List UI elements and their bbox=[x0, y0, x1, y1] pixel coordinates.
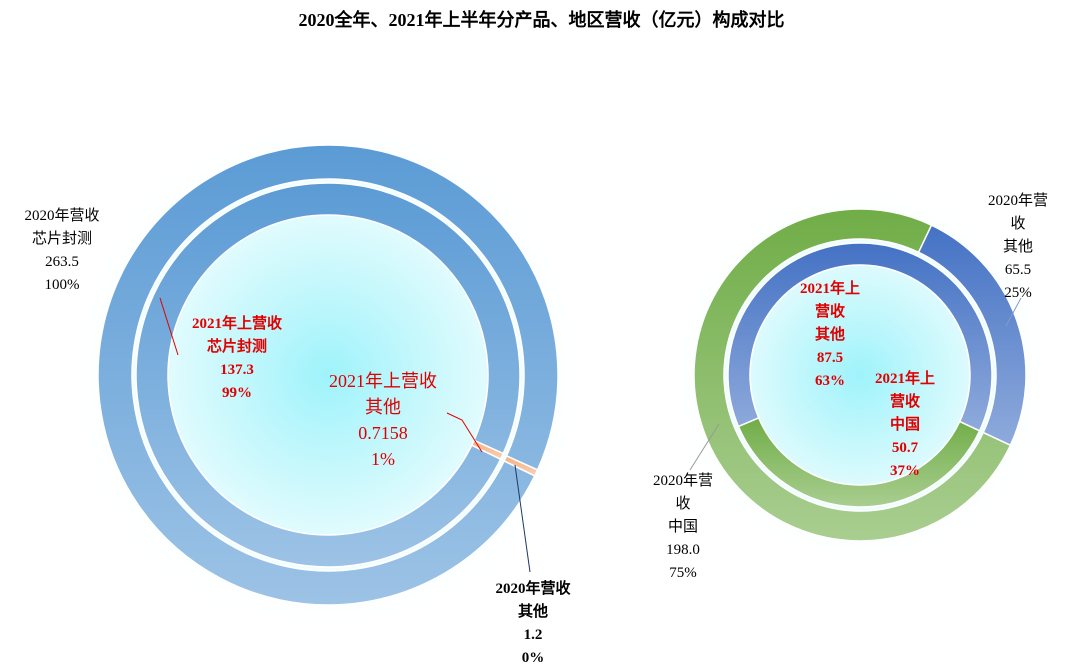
slice-shade bbox=[471, 440, 504, 460]
slice-shade bbox=[738, 417, 980, 508]
value-label: 263.5 bbox=[45, 254, 79, 270]
data-label: 2020年营收 芯片封测 263.5 100% bbox=[7, 205, 117, 297]
category-name: 芯片封测 bbox=[206, 339, 267, 355]
series-name: 2021年上营收 bbox=[874, 371, 935, 410]
percent-label: 0% bbox=[521, 650, 545, 666]
percent-label: 100% bbox=[44, 277, 80, 293]
value-label: 65.5 bbox=[1004, 262, 1032, 278]
glow bbox=[670, 185, 1050, 565]
category-name: 中国 bbox=[889, 417, 920, 433]
slice-shade bbox=[728, 242, 992, 431]
percent-label: 63% bbox=[815, 373, 845, 389]
data-label: 2020年营收 其他 1.2 0% bbox=[478, 578, 588, 670]
value-label: 137.3 bbox=[220, 362, 254, 378]
leader-line bbox=[1005, 297, 1022, 327]
leader-line bbox=[514, 464, 531, 573]
category-name: 其他 bbox=[814, 327, 845, 343]
value-label: 0.7158 bbox=[358, 423, 408, 443]
value-label: 1.2 bbox=[523, 627, 543, 643]
series-name: 2021年上营收 bbox=[329, 371, 437, 391]
slice-shade bbox=[918, 225, 1026, 446]
leader-line bbox=[159, 297, 179, 356]
category-name: 中国 bbox=[667, 519, 698, 535]
data-label: 2020年营收其他 65.5 25% bbox=[983, 190, 1053, 305]
percent-label: 25% bbox=[1004, 285, 1032, 301]
leader-line bbox=[689, 423, 720, 471]
category-name: 芯片封测 bbox=[31, 231, 92, 247]
data-label: 2021年上营收其他 87.5 63% bbox=[796, 278, 864, 393]
category-name: 其他 bbox=[1002, 239, 1033, 255]
series-name: 2020年营收 bbox=[24, 208, 100, 224]
series-name: 2020年营收 bbox=[652, 473, 713, 512]
value-label: 198.0 bbox=[666, 542, 700, 558]
percent-label: 99% bbox=[222, 385, 252, 401]
category-name: 其他 bbox=[517, 604, 548, 620]
series-name: 2021年上营收 bbox=[191, 316, 282, 332]
value-label: 87.5 bbox=[816, 350, 844, 366]
percent-label: 1% bbox=[371, 449, 395, 469]
series-name: 2021年上营收 bbox=[799, 281, 860, 320]
data-label: 2020年营收中国 198.0 75% bbox=[648, 470, 718, 585]
series-name: 2020年营收 bbox=[495, 581, 571, 597]
slice-shade bbox=[504, 455, 538, 476]
category-name: 其他 bbox=[365, 397, 401, 417]
data-label: 2021年上营收 其他 0.7158 1% bbox=[313, 368, 453, 472]
data-label: 2021年上营收中国 50.7 37% bbox=[871, 368, 939, 483]
percent-label: 37% bbox=[890, 463, 920, 479]
data-label: 2021年上营收 芯片封测 137.3 99% bbox=[177, 313, 297, 405]
chart-title: 2020全年、2021年上半年分产品、地区营收（亿元）构成对比 bbox=[298, 10, 785, 30]
value-label: 50.7 bbox=[891, 440, 919, 456]
percent-label: 75% bbox=[669, 565, 697, 581]
series-name: 2020年营收 bbox=[987, 193, 1048, 232]
leader-line bbox=[446, 412, 483, 453]
